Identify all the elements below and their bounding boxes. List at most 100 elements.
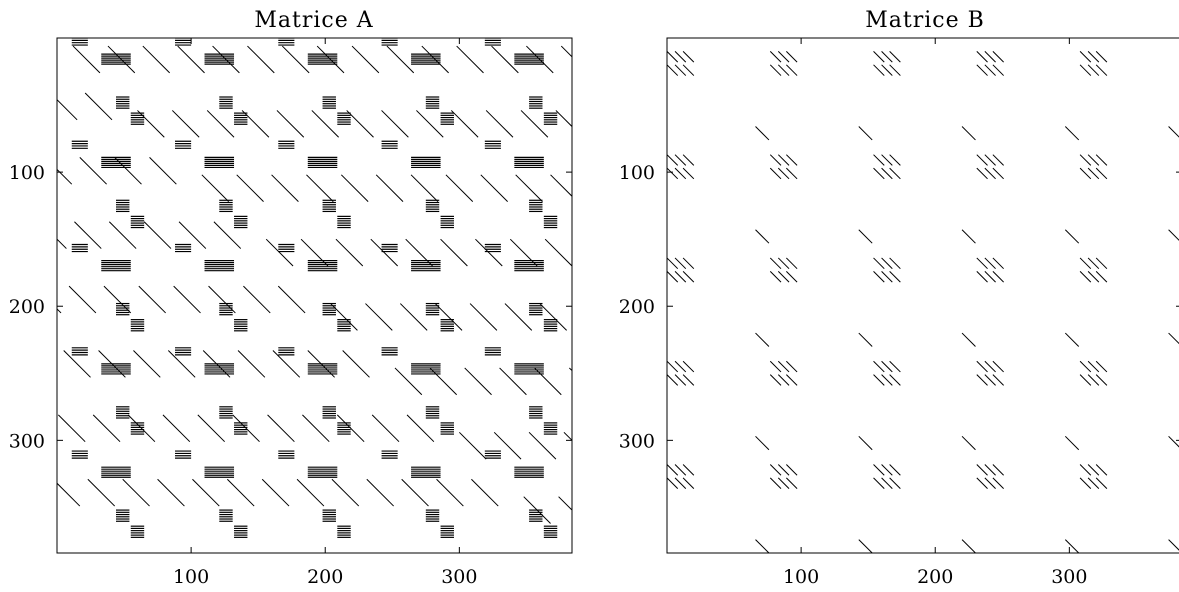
diagonal-segment bbox=[79, 157, 107, 185]
diagonal-segment bbox=[786, 360, 798, 373]
dense-block bbox=[529, 302, 543, 316]
x-tick-label: 200 bbox=[917, 566, 953, 588]
y-tick-label: 200 bbox=[9, 296, 45, 318]
diagonal-segment bbox=[976, 167, 988, 180]
diagonal-segment bbox=[667, 64, 679, 76]
diagonal-segment bbox=[63, 350, 91, 378]
y-tick-label: 300 bbox=[619, 430, 655, 452]
dense-block bbox=[219, 96, 233, 109]
diagonal-segment bbox=[881, 64, 893, 76]
dense-block bbox=[116, 406, 130, 419]
diagonal-segment bbox=[1079, 167, 1092, 180]
diagonal-segment bbox=[786, 64, 798, 76]
diagonal-segment bbox=[769, 51, 782, 63]
dense-block bbox=[337, 525, 351, 538]
dense-block bbox=[204, 156, 235, 169]
dense-block bbox=[234, 525, 248, 538]
dense-block bbox=[322, 509, 336, 522]
diagonal-segment bbox=[528, 431, 557, 460]
diagonal-segment bbox=[755, 539, 770, 553]
diagonal-segment bbox=[674, 271, 687, 283]
dense-block bbox=[425, 96, 440, 109]
dense-block bbox=[234, 422, 248, 435]
diagonal-segment bbox=[394, 367, 423, 396]
diagonal-segment bbox=[858, 332, 873, 347]
dense-block bbox=[514, 363, 544, 375]
dense-block bbox=[440, 215, 454, 229]
diagonal-segment bbox=[370, 238, 399, 267]
diagonal-segment bbox=[386, 45, 415, 74]
diagonal-segment bbox=[311, 110, 339, 138]
dense-block bbox=[425, 509, 440, 522]
diagonal-segment bbox=[336, 414, 365, 443]
diagonal-segment bbox=[177, 45, 205, 74]
diagonal-segment bbox=[881, 257, 893, 270]
y-tick-label: 100 bbox=[9, 162, 45, 184]
diagonal-segment bbox=[1095, 167, 1108, 180]
diagonal-segment bbox=[526, 45, 554, 74]
dense-block bbox=[234, 215, 248, 229]
diagonal-segment bbox=[167, 350, 196, 378]
dense-block bbox=[307, 260, 338, 272]
dense-block bbox=[322, 302, 336, 316]
dense-block bbox=[484, 243, 501, 253]
diagonal-segment bbox=[1079, 477, 1092, 489]
diagonal-segment bbox=[127, 414, 156, 443]
diagonal-segment bbox=[471, 478, 499, 507]
diagonal-segment bbox=[755, 126, 770, 141]
diagonal-segment bbox=[873, 167, 885, 180]
diagonal-segment bbox=[365, 303, 393, 331]
diagonal-segment bbox=[421, 45, 449, 74]
diagonal-segment bbox=[1087, 271, 1100, 283]
diagonal-segment bbox=[674, 257, 687, 270]
diagonal-segment bbox=[206, 110, 235, 138]
diagonal-segment bbox=[1064, 332, 1080, 347]
diagonal-segment bbox=[1095, 51, 1108, 63]
dense-block bbox=[322, 406, 336, 419]
diagonal-segment bbox=[57, 168, 73, 185]
diagonal-segment bbox=[1087, 51, 1100, 63]
dense-block bbox=[337, 215, 351, 229]
diagonal-segment bbox=[1064, 126, 1080, 141]
diagonal-segment bbox=[1095, 464, 1108, 476]
diagonal-segment bbox=[769, 64, 782, 76]
diagonal-segment bbox=[873, 477, 885, 489]
diagonal-segment bbox=[889, 477, 901, 489]
diagonal-segment bbox=[786, 257, 798, 270]
diagonal-segment bbox=[271, 174, 299, 202]
diagonal-segment bbox=[667, 360, 679, 373]
diagonal-segment bbox=[1087, 374, 1100, 386]
diagonal-segment bbox=[889, 464, 901, 476]
diagonal-segment bbox=[777, 64, 790, 76]
diagonal-segment bbox=[509, 238, 538, 267]
diagonal-segment bbox=[555, 110, 572, 128]
diagonal-segment bbox=[226, 478, 255, 507]
diagonal-segment bbox=[858, 435, 873, 451]
diagonal-segment bbox=[142, 45, 171, 74]
diagonal-segment bbox=[568, 367, 572, 372]
diagonal-segment bbox=[331, 478, 360, 507]
diagonal-segment bbox=[992, 257, 1004, 270]
dense-block bbox=[484, 38, 501, 46]
diagonal-segment bbox=[480, 174, 508, 202]
dense-block bbox=[219, 406, 233, 419]
x-tick-label: 300 bbox=[441, 566, 477, 588]
plot-area-matrix-b: 100 200 300 100 200 300 bbox=[619, 37, 1179, 588]
diagonal-segment bbox=[786, 374, 798, 386]
dense-block bbox=[543, 215, 558, 229]
dense-block bbox=[514, 156, 544, 169]
diagonal-segment bbox=[786, 167, 798, 180]
diagonal-segment bbox=[961, 435, 976, 451]
diagonal-segment bbox=[858, 539, 873, 553]
diagonal-segment bbox=[237, 350, 266, 378]
diagonal-segment bbox=[469, 303, 498, 331]
diagonal-segment bbox=[873, 271, 885, 283]
diagonal-segment bbox=[416, 110, 444, 138]
diagonal-segment bbox=[873, 51, 885, 63]
diagonal-segment bbox=[682, 374, 695, 386]
diagonal-segment bbox=[889, 154, 901, 166]
dense-block bbox=[440, 112, 454, 125]
diagonal-segment bbox=[1064, 435, 1080, 451]
dense-block bbox=[130, 525, 145, 538]
diagonal-segment bbox=[300, 238, 329, 267]
